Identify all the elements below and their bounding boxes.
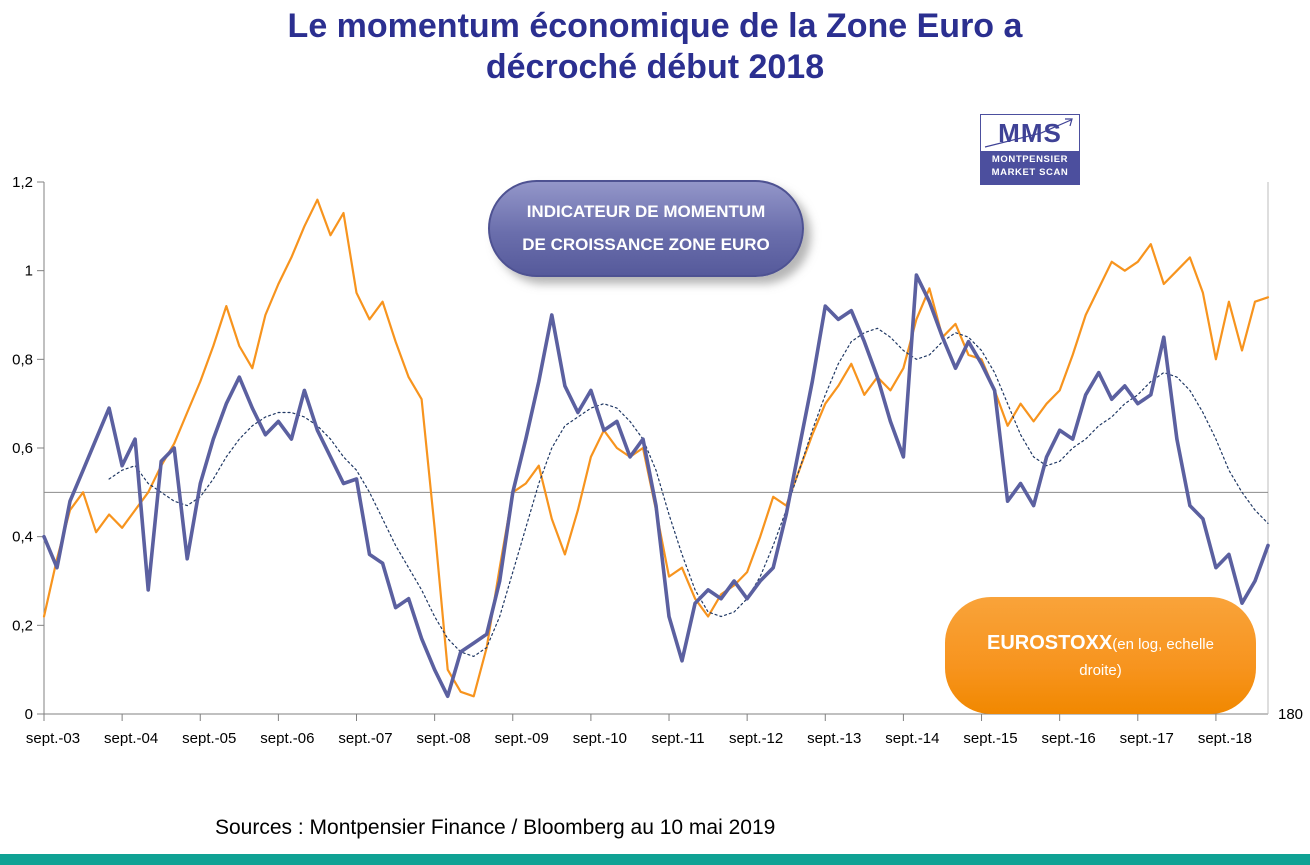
x-tick-label: sept.-16: [1042, 730, 1096, 747]
mms-logo: MMS MONTPENSIER MARKET SCAN: [980, 114, 1080, 185]
eurostoxx-callout: EUROSTOXX(en log, echelle droite): [945, 597, 1256, 714]
y-tick-label: 0: [25, 706, 33, 723]
eurostoxx-callout-main: EUROSTOXX: [987, 632, 1113, 655]
x-tick-label: sept.-15: [963, 730, 1017, 747]
y-tick-label: 0,6: [12, 440, 33, 457]
x-tick-label: sept.-13: [807, 730, 861, 747]
trend-line-icon: [984, 118, 1073, 148]
x-tick-label: sept.-07: [338, 730, 392, 747]
page-title: Le momentum économique de la Zone Euro a…: [287, 7, 1023, 87]
x-tick-label: sept.-12: [729, 730, 783, 747]
y-tick-label: 0,2: [12, 617, 33, 634]
y-tick-label: 1: [25, 263, 33, 280]
bottom-accent-bar: [0, 854, 1310, 865]
momentum-callout-label: INDICATEUR DE MOMENTUM DE CROISSANCE ZON…: [522, 202, 770, 254]
mms-logo-text: MMS: [998, 117, 1062, 148]
x-tick-label: sept.-08: [417, 730, 471, 747]
x-tick-label: sept.-14: [885, 730, 939, 747]
eurostoxx-callout-label: EUROSTOXX(en log, echelle droite): [977, 628, 1224, 682]
mms-logo-caption: MONTPENSIER MARKET SCAN: [981, 151, 1079, 184]
eurostoxx-callout-sub: (en log, echelle droite): [1079, 636, 1214, 680]
x-tick-label: sept.-03: [26, 730, 80, 747]
mms-logo-caption-line1: MONTPENSIER: [991, 154, 1069, 165]
x-tick-label: sept.-09: [495, 730, 549, 747]
x-tick-label: sept.-05: [182, 730, 236, 747]
y-tick-label: 0,4: [12, 529, 33, 546]
x-tick-label: sept.-04: [104, 730, 158, 747]
y-tick-label: 0,8: [12, 351, 33, 368]
x-tick-label: sept.-18: [1198, 730, 1252, 747]
sources-note: Sources : Montpensier Finance / Bloomber…: [215, 816, 776, 839]
mms-logo-caption-line2: MARKET SCAN: [991, 166, 1069, 178]
x-tick-label: sept.-06: [260, 730, 314, 747]
momentum-callout: INDICATEUR DE MOMENTUM DE CROISSANCE ZON…: [488, 180, 804, 277]
x-tick-label: sept.-11: [651, 730, 704, 747]
y-tick-label: 1,2: [12, 174, 33, 191]
x-tick-label: sept.-17: [1120, 730, 1174, 747]
series-indicateur-de-momentum-liss-ligne-pointill-e: [108, 327, 1269, 657]
mms-logo-mark: MMS: [981, 115, 1079, 151]
series-indicateur-de-momentum-de-croissance-zone-euro: [42, 273, 1270, 699]
x-tick-label: sept.-10: [573, 730, 627, 747]
right-axis-label: 180: [1278, 706, 1303, 723]
